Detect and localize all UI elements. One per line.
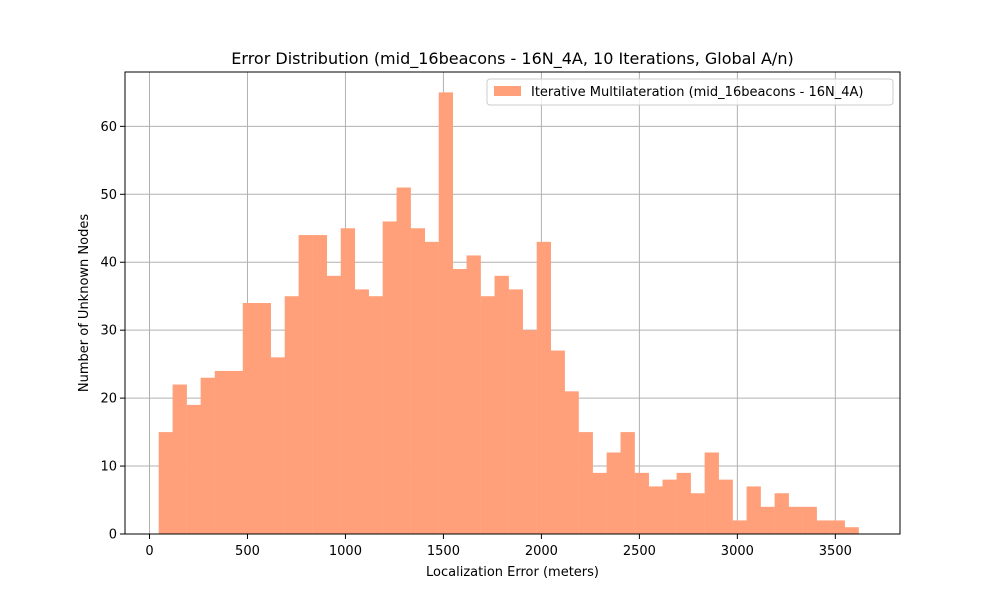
histogram-bar xyxy=(228,370,243,534)
histogram-bar xyxy=(620,432,635,534)
histogram-bar xyxy=(662,479,677,534)
histogram-bar xyxy=(522,330,537,534)
y-axis-ticks: 0 10 20 30 40 50 60 xyxy=(100,120,125,543)
x-tick-label: 3000 xyxy=(721,544,754,559)
histogram-bar xyxy=(676,472,691,534)
histogram-bar xyxy=(284,296,299,534)
histogram-bar xyxy=(578,432,593,534)
histogram-bar xyxy=(480,296,495,534)
y-tick-label: 0 xyxy=(109,528,117,543)
histogram-bar xyxy=(172,384,187,534)
histogram-bar xyxy=(844,527,859,534)
histogram-bar xyxy=(732,520,747,534)
histogram-bar xyxy=(452,269,467,534)
histogram-bar xyxy=(606,452,621,534)
histogram-bar xyxy=(564,391,579,534)
histogram-bar xyxy=(508,289,523,534)
y-tick-label: 40 xyxy=(100,256,117,271)
histogram-bar xyxy=(536,241,551,534)
histogram-bar xyxy=(214,370,230,534)
histogram-bar xyxy=(186,404,202,534)
chart-title: Error Distribution (mid_16beacons - 16N_… xyxy=(231,49,793,69)
x-tick-label: 0 xyxy=(145,544,153,559)
legend-swatch xyxy=(494,86,521,96)
histogram-bar xyxy=(396,187,411,534)
histogram-bar xyxy=(340,228,356,534)
y-tick-label: 30 xyxy=(100,324,117,339)
histogram-bar xyxy=(312,235,328,534)
y-tick-label: 10 xyxy=(100,460,117,475)
histogram-bar xyxy=(200,377,215,534)
histogram-bar xyxy=(438,92,454,534)
histogram-bar xyxy=(816,520,831,534)
y-axis-label: Number of Unknown Nodes xyxy=(77,214,92,392)
histogram-bar xyxy=(830,520,845,534)
x-axis-label: Localization Error (meters) xyxy=(426,565,599,580)
histogram-bar xyxy=(256,303,271,534)
histogram-bar xyxy=(354,289,369,534)
x-tick-label: 1000 xyxy=(329,544,362,559)
histogram-bar xyxy=(368,296,383,534)
histogram-bar xyxy=(382,221,397,534)
x-tick-label: 2000 xyxy=(525,544,558,559)
histogram-bar xyxy=(494,275,509,534)
histogram-bar xyxy=(648,486,663,534)
plot-frame xyxy=(124,71,901,535)
x-tick-label: 2500 xyxy=(623,544,656,559)
histogram-bar xyxy=(592,472,607,534)
histogram-bar xyxy=(466,255,481,535)
histogram-bar xyxy=(242,303,258,534)
bars xyxy=(158,92,859,535)
histogram-bar xyxy=(774,493,789,534)
y-tick-label: 50 xyxy=(100,188,117,203)
histogram-bar xyxy=(410,228,425,534)
legend: Iterative Multilateration (mid_16beacons… xyxy=(486,78,894,106)
x-tick-label: 1500 xyxy=(427,544,460,559)
legend-label: Iterative Multilateration (mid_16beacons… xyxy=(531,85,864,100)
histogram-bar xyxy=(690,493,705,534)
x-axis-ticks: 0 500 1000 1500 2000 2500 3000 3500 xyxy=(145,534,852,559)
histogram-bar xyxy=(802,506,817,534)
histogram-bar xyxy=(326,275,341,534)
histogram-bar xyxy=(424,241,439,534)
histogram-bar xyxy=(760,506,775,534)
x-tick-label: 3500 xyxy=(819,544,852,559)
legend-box xyxy=(486,78,894,106)
y-tick-label: 60 xyxy=(100,120,117,135)
y-tick-label: 20 xyxy=(100,392,117,407)
histogram-bar xyxy=(788,506,803,534)
histogram-bar xyxy=(704,452,719,534)
histogram-bar xyxy=(718,479,733,534)
x-tick-label: 500 xyxy=(235,544,260,559)
histogram-bar xyxy=(746,486,761,534)
histogram-bar xyxy=(158,432,173,534)
histogram-bar xyxy=(634,472,649,534)
histogram-bar xyxy=(550,350,565,534)
histogram-bar xyxy=(270,357,285,534)
histogram-bar xyxy=(298,235,313,534)
